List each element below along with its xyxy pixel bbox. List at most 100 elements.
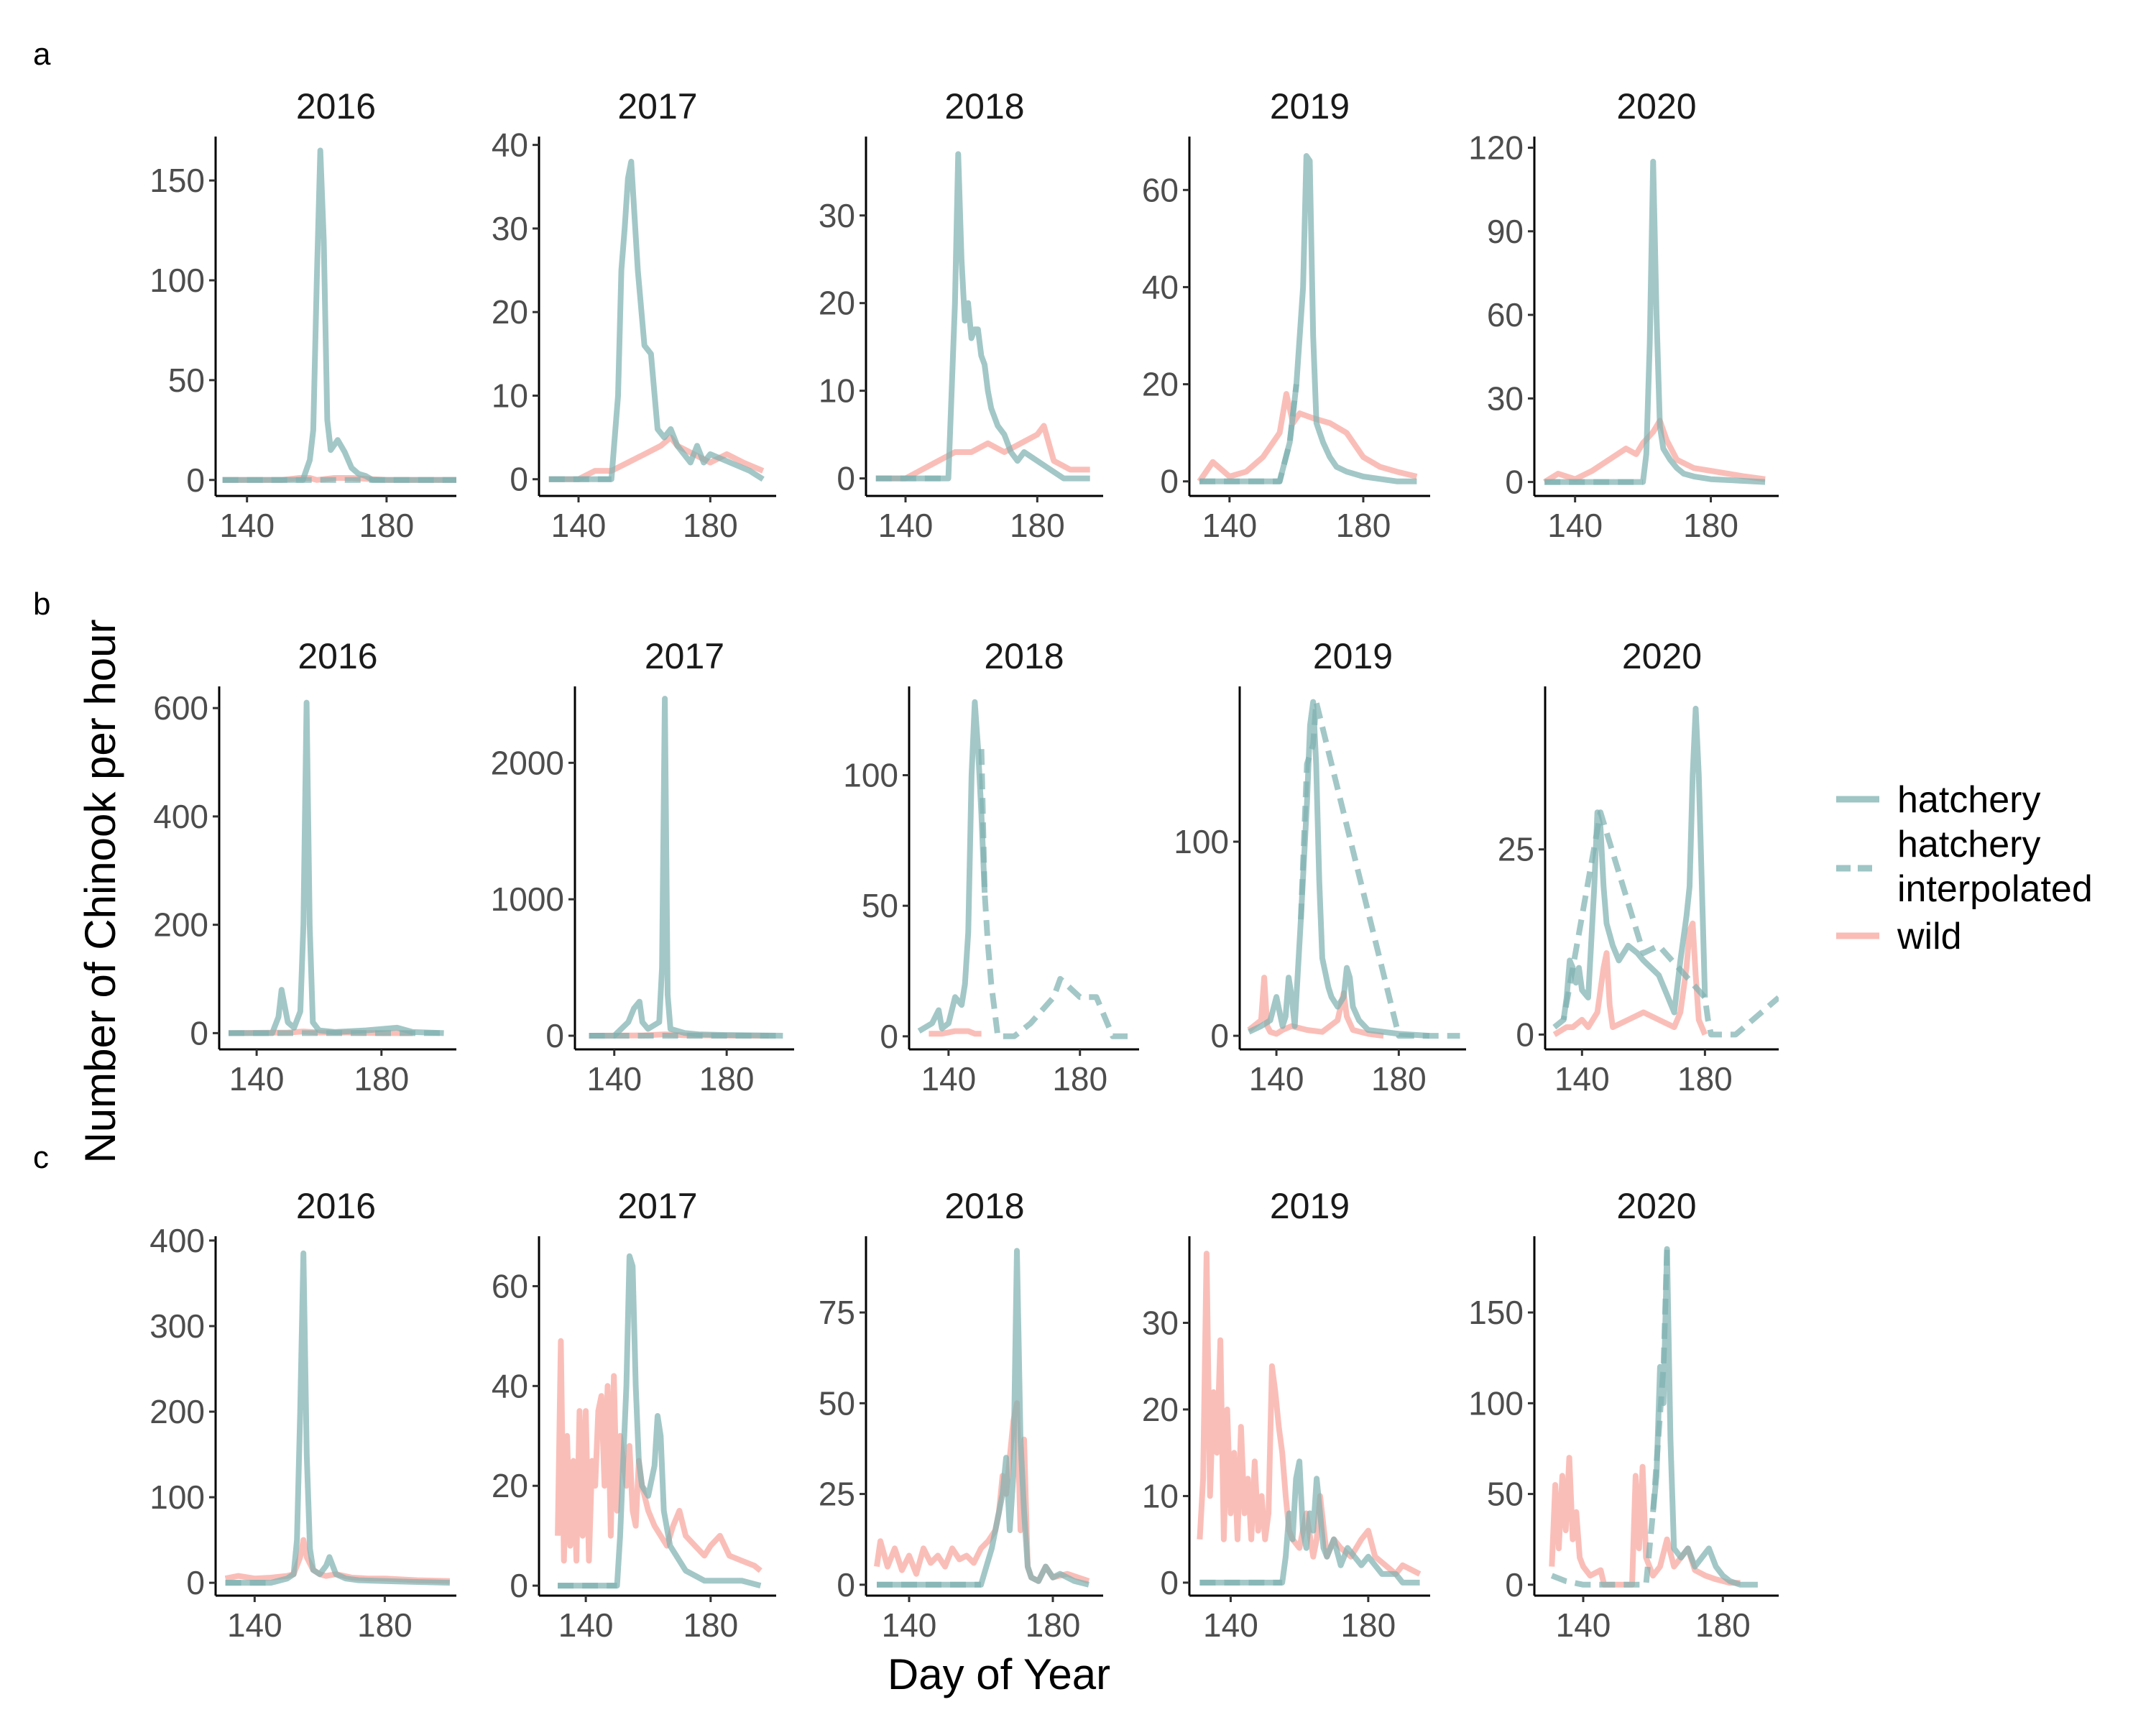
series-group xyxy=(222,147,456,483)
panel-title: 2016 xyxy=(296,1186,376,1226)
x-tick-label: 140 xyxy=(1202,507,1257,544)
series-line-hatchery xyxy=(225,1250,450,1586)
x-tick-label: 180 xyxy=(683,1606,738,1644)
y-tick-label: 0 xyxy=(1505,1566,1524,1604)
x-tick-label: 140 xyxy=(1556,1606,1611,1644)
panel-b-2018: 2018 0 50 100 140 180 xyxy=(843,636,1139,1098)
x-tick-label: 140 xyxy=(882,1606,937,1644)
x-tick-label: 180 xyxy=(1340,1606,1396,1644)
series-line-hatchery xyxy=(917,699,988,1034)
series-group xyxy=(589,696,783,1039)
panel-a-2018: 2018 0 10 20 30 140 180 xyxy=(819,86,1103,544)
series-line-hatchery xyxy=(222,147,456,483)
x-tick-label: 140 xyxy=(219,507,275,544)
panel-title: 2020 xyxy=(1616,1186,1696,1226)
series-line-hatchery xyxy=(1199,153,1417,484)
y-tick-label: 10 xyxy=(819,372,855,410)
x-tick-label: 140 xyxy=(921,1060,976,1098)
panel-b-2019: 2019 0 100 140 180 xyxy=(1174,636,1466,1098)
panel-c-2016: 2016 0 100 200 300 400 140 180 xyxy=(149,1186,456,1644)
y-tick-label: 300 xyxy=(149,1307,205,1345)
y-tick-label: 25 xyxy=(819,1476,855,1513)
series-line-wild xyxy=(1247,975,1384,1039)
y-tick-label: 600 xyxy=(153,689,208,727)
x-tick-label: 140 xyxy=(586,1060,642,1098)
x-tick-label: 140 xyxy=(1554,1060,1610,1098)
legend-label-line: interpolated xyxy=(1897,868,2093,910)
series-line-hatchery xyxy=(877,1248,1089,1588)
y-tick-label: 60 xyxy=(1487,296,1524,334)
row-label-a: a xyxy=(33,37,51,72)
panel-title: 2019 xyxy=(1313,636,1393,676)
legend-label-hatchery-interpolated: hatchery interpolated xyxy=(1897,824,2093,910)
x-tick-label: 140 xyxy=(1547,507,1603,544)
y-tick-label: 0 xyxy=(510,1567,528,1604)
x-tick-label: 180 xyxy=(683,507,738,544)
y-tick-label: 100 xyxy=(843,757,898,794)
y-tick-label: 60 xyxy=(1142,171,1179,208)
y-tick-label: 0 xyxy=(837,1566,855,1604)
x-tick-label: 180 xyxy=(1336,507,1391,544)
series-group xyxy=(1549,1246,1758,1588)
series-line-hatchery-interpolated xyxy=(1298,699,1460,1039)
y-tick-label: 10 xyxy=(492,377,528,414)
series-line-wild xyxy=(548,434,765,482)
series-group xyxy=(917,699,1130,1039)
series-line-wild xyxy=(875,423,1090,482)
legend-label-wild: wild xyxy=(1897,916,1962,957)
y-tick-label: 0 xyxy=(186,461,205,499)
y-tick-label: 20 xyxy=(1142,1391,1179,1428)
x-tick-label: 180 xyxy=(1677,1060,1733,1098)
y-tick-label: 30 xyxy=(1487,380,1524,417)
series-group xyxy=(548,158,765,482)
panel-title: 2019 xyxy=(1270,1186,1350,1226)
y-tick-label: 50 xyxy=(862,887,898,924)
panel-c-2018: 2018 0 25 50 75 140 180 xyxy=(819,1186,1103,1644)
x-tick-label: 180 xyxy=(699,1060,755,1098)
y-tick-label: 0 xyxy=(880,1018,898,1055)
x-tick-label: 140 xyxy=(558,1606,614,1644)
y-tick-label: 100 xyxy=(149,1478,205,1516)
y-tick-label: 20 xyxy=(492,293,528,331)
panel-a-2019: 2019 0 20 40 60 140 180 xyxy=(1142,86,1430,544)
y-tick-label: 40 xyxy=(492,1367,528,1404)
panel-title: 2020 xyxy=(1622,636,1702,676)
x-tick-label: 180 xyxy=(1026,1606,1081,1644)
y-tick-label: 0 xyxy=(545,1017,564,1054)
x-tick-label: 140 xyxy=(878,507,934,544)
y-tick-label: 0 xyxy=(186,1564,205,1601)
y-tick-label: 30 xyxy=(1142,1304,1179,1341)
y-tick-label: 0 xyxy=(1160,1564,1179,1601)
x-tick-label: 180 xyxy=(1683,507,1738,544)
legend-label-hatchery: hatchery xyxy=(1897,779,2040,821)
series-line-wild xyxy=(1543,418,1766,485)
panel-a-2017: 2017 0 10 20 30 40 140 180 xyxy=(492,86,776,544)
panel-title: 2020 xyxy=(1616,86,1696,126)
panel-title: 2017 xyxy=(617,1186,697,1226)
y-tick-label: 150 xyxy=(149,162,205,199)
series-line-hatchery-interpolated xyxy=(978,749,1130,1039)
y-tick-label: 40 xyxy=(1142,268,1179,305)
legend: hatchery hatchery interpolated wild xyxy=(1836,779,2093,957)
panel-title: 2018 xyxy=(984,636,1064,676)
y-tick-label: 30 xyxy=(492,210,528,247)
row-label-b: b xyxy=(33,586,50,622)
x-axis-title: Day of Year xyxy=(888,1650,1110,1698)
x-tick-label: 180 xyxy=(1695,1606,1751,1644)
x-tick-label: 140 xyxy=(1203,1606,1258,1644)
series-group xyxy=(1197,1251,1422,1586)
y-tick-label: 200 xyxy=(153,906,208,944)
y-tick-label: 40 xyxy=(492,126,528,164)
series-line-hatchery xyxy=(229,699,444,1036)
series-line-wild xyxy=(929,1028,982,1037)
panel-title: 2017 xyxy=(645,636,724,676)
y-tick-label: 120 xyxy=(1468,129,1524,167)
y-tick-label: 100 xyxy=(149,262,205,299)
y-tick-label: 0 xyxy=(1210,1017,1229,1054)
series-group xyxy=(228,699,444,1036)
y-tick-label: 400 xyxy=(149,1222,205,1259)
panel-c-2017: 2017 0 20 40 60 140 180 xyxy=(492,1186,776,1644)
series-line-wild xyxy=(1197,391,1418,483)
x-tick-label: 140 xyxy=(229,1060,285,1098)
series-group xyxy=(1552,705,1779,1038)
